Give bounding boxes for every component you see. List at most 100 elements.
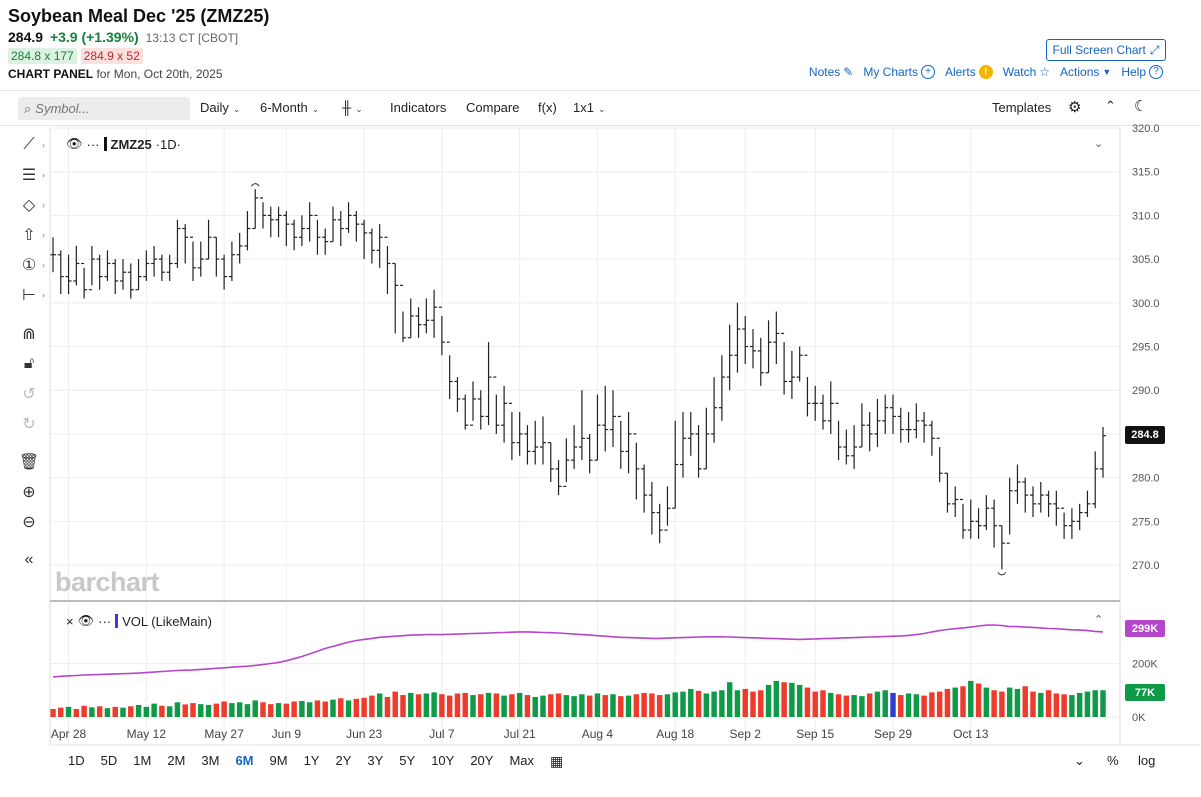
help-link[interactable]: Help? <box>1121 65 1163 79</box>
ohlc-bar <box>812 385 819 421</box>
watch-link[interactable]: Watch ☆ <box>1003 65 1050 79</box>
period-20y[interactable]: 20Y <box>470 753 494 768</box>
alerts-label: Alerts <box>945 65 976 79</box>
main-interval: ·1D· <box>155 136 181 152</box>
notes-link[interactable]: Notes ✎ <box>809 65 853 79</box>
symbol-search[interactable]: ⌕ <box>18 97 190 120</box>
function-button[interactable]: f(x) <box>538 100 557 115</box>
period-2y[interactable]: 2Y <box>335 753 352 768</box>
volume-bar <box>804 687 811 717</box>
period-9m[interactable]: 9M <box>269 753 288 768</box>
ohlc-bar <box>711 377 718 443</box>
indicators-button[interactable]: Indicators <box>390 100 447 115</box>
period-1d[interactable]: 1D <box>68 753 85 768</box>
annotation-tool[interactable]: ① › <box>18 254 45 276</box>
period-3y[interactable]: 3Y <box>367 753 384 768</box>
close-icon[interactable]: × <box>66 613 74 629</box>
help-label: Help <box>1121 65 1146 79</box>
volume-bar <box>1014 688 1021 717</box>
compare-button[interactable]: Compare <box>466 100 520 115</box>
ohlc-bar <box>625 412 632 474</box>
calendar-icon[interactable]: ▦ <box>550 753 564 769</box>
layout-label: 1x1 <box>573 100 594 115</box>
ohlc-bar <box>952 486 959 517</box>
symbol-search-input[interactable] <box>35 101 176 116</box>
price-tick-label: 315.0 <box>1132 167 1160 179</box>
chevron-right-icon: › <box>42 230 45 240</box>
period-max[interactable]: Max <box>509 753 535 768</box>
chevron-down-icon[interactable]: ⌄ <box>1074 753 1085 768</box>
volume-bar <box>166 706 173 717</box>
chevron-down-icon[interactable]: ⌄ <box>1094 138 1104 150</box>
volume-bar <box>843 695 850 717</box>
zoom-out-button[interactable]: ⊖ <box>18 511 40 533</box>
collapse-tools-button[interactable]: « <box>18 549 40 571</box>
volume-bar <box>306 702 313 717</box>
my-charts-link[interactable]: My Charts + <box>863 65 936 79</box>
full-screen-chart-button[interactable]: Full Screen Chart ⤢ <box>1046 39 1166 61</box>
chevron-up-icon[interactable]: ⌃ <box>1094 614 1104 626</box>
volume-bar <box>516 692 523 717</box>
layout-dropdown[interactable]: 1x1 ⌄ <box>573 100 606 115</box>
ohlc-bar <box>306 202 313 242</box>
range-dropdown[interactable]: 6-Month ⌄ <box>260 100 319 115</box>
delete-button[interactable]: 🗑︎ <box>18 451 40 473</box>
chart-panel-title: CHART PANEL <box>8 67 94 81</box>
volume-bar <box>1030 691 1036 717</box>
arrow-tool[interactable]: ⇧ › <box>18 224 45 246</box>
ohlc-bar <box>81 262 88 299</box>
volume-bar <box>820 690 826 717</box>
eye-icon[interactable]: 👁︎ <box>77 613 95 628</box>
alert-icon: ! <box>978 65 993 79</box>
period-2m[interactable]: 2M <box>167 753 186 768</box>
percent-toggle[interactable]: % <box>1107 753 1119 768</box>
templates-button[interactable]: Templates <box>992 100 1052 115</box>
period-6m[interactable]: 6M <box>235 753 254 768</box>
volume-bar <box>190 703 196 717</box>
fib-tool[interactable]: ☰ › <box>18 164 45 186</box>
period-1m[interactable]: 1M <box>133 753 152 768</box>
volume-bar <box>789 682 795 717</box>
volume-bar <box>236 702 243 717</box>
measure-tool[interactable]: ⊢ › <box>18 284 45 306</box>
period-10y[interactable]: 10Y <box>431 753 455 768</box>
magnet-tool[interactable]: ⋒ <box>18 323 40 345</box>
volume-bar <box>851 695 857 717</box>
log-toggle[interactable]: log <box>1138 753 1156 768</box>
lock-tool[interactable]: 🔓︎ <box>18 353 40 375</box>
period-5y[interactable]: 5Y <box>399 753 416 768</box>
ohlc-bar <box>244 211 251 251</box>
volume-bar <box>1053 693 1060 717</box>
shape-tool[interactable]: ◇ › <box>18 194 45 216</box>
alerts-link[interactable]: Alerts! <box>945 65 993 79</box>
volume-bar <box>501 695 507 717</box>
trash-icon: 🗑︎ <box>18 454 40 471</box>
period-5d[interactable]: 5D <box>100 753 118 768</box>
interval-dropdown[interactable]: Daily ⌄ <box>200 100 240 115</box>
redo-button[interactable]: ↻ <box>18 413 40 435</box>
undo-button[interactable]: ↺ <box>18 383 40 405</box>
moon-icon[interactable]: ☾ <box>1134 98 1148 115</box>
price-tick-label: 310.0 <box>1132 210 1160 222</box>
period-1y[interactable]: 1Y <box>303 753 320 768</box>
zoom-in-button[interactable]: ⊕ <box>18 481 40 503</box>
trendline-tool[interactable]: ⟋ › <box>18 134 45 156</box>
volume-bar <box>758 690 764 717</box>
gear-icon[interactable]: ⚙ <box>1068 99 1082 116</box>
collapse-up-icon[interactable]: ⌃ <box>1105 98 1116 113</box>
more-icon[interactable]: ··· <box>98 613 112 629</box>
ohlc-bars <box>50 183 1106 576</box>
volume-bar <box>221 701 227 717</box>
more-icon[interactable]: ··· <box>86 136 100 152</box>
eye-icon[interactable]: 👁︎ <box>66 136 83 151</box>
actions-menu[interactable]: Actions ▼ <box>1060 65 1111 79</box>
ohlc-bar <box>88 246 95 291</box>
ohlc-bar <box>757 337 764 386</box>
ohlc-bar <box>820 394 826 430</box>
volume-bar <box>1100 690 1106 717</box>
chart-panel-date: for Mon, Oct 20th, 2025 <box>96 67 223 81</box>
period-3m[interactable]: 3M <box>201 753 220 768</box>
bar-type-dropdown[interactable]: ╫ ⌄ <box>342 100 363 115</box>
ohlc-bar <box>252 189 259 230</box>
